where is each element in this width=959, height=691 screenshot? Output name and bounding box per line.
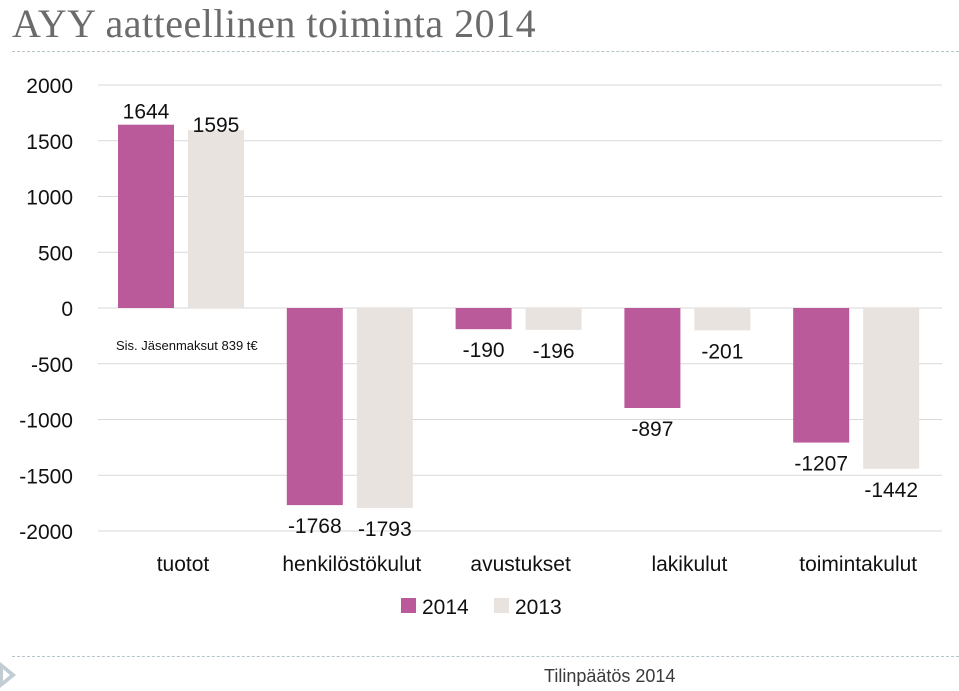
y-tick-label: 2000 (26, 75, 73, 98)
category-label: henkilöstökulut (282, 553, 421, 576)
y-tick-label: -500 (31, 354, 73, 377)
legend: 2014 2013 (401, 596, 562, 619)
bar-2013-toimintakulut (863, 308, 920, 469)
y-tick-label: -2000 (19, 521, 73, 544)
data-label: 1595 (193, 114, 240, 137)
bar-2013-avustukset (525, 308, 582, 330)
legend-label-2014: 2014 (422, 596, 469, 619)
data-label: -897 (631, 418, 673, 441)
data-label: 1644 (123, 101, 170, 124)
y-tick-label: 1500 (26, 131, 73, 154)
category-label: lakikulut (651, 553, 727, 576)
footer-divider (12, 656, 959, 657)
legend-swatch-2013 (494, 598, 509, 613)
category-label: toimintakulut (799, 553, 917, 576)
data-label: -1793 (358, 518, 412, 541)
bars (118, 124, 920, 508)
y-tick-label: 1000 (26, 187, 73, 210)
legend-swatch-2014 (401, 598, 416, 613)
y-axis-ticks: 2000 1500 1000 500 0 -500 -1000 -1500 -2000 (19, 75, 73, 544)
y-tick-label: -1500 (19, 465, 73, 488)
category-label: avustukset (470, 553, 571, 576)
data-label: -1207 (794, 453, 848, 476)
bar-2014-henkilöstökulut (286, 308, 343, 506)
y-tick-label: 500 (38, 242, 73, 265)
y-tick-label: -1000 (19, 410, 73, 433)
data-label: -196 (533, 340, 575, 363)
bar-2013-lakikulut (694, 308, 751, 331)
data-label: -1442 (864, 479, 918, 502)
data-label: -201 (701, 340, 743, 363)
category-label: tuotot (157, 553, 210, 576)
footer-text: Tilinpäätös 2014 (544, 666, 676, 686)
y-tick-label: 0 (61, 298, 73, 321)
data-labels: 1644 1595 -1768 -1793 -190 -196 -897 -201 -1207-… (123, 101, 918, 541)
bar-2014-tuotot (118, 124, 174, 308)
data-label: -190 (463, 339, 505, 362)
bar-2014-toimintakulut (793, 308, 850, 443)
legend-label-2013: 2013 (515, 596, 562, 619)
title-divider (12, 51, 959, 52)
bar-2013-henkilöstökulut (356, 308, 413, 508)
bar-2014-avustukset (455, 308, 512, 330)
annotation-member-fees: Sis. Jäsenmaksut 839 t€ (116, 338, 258, 353)
data-label: -1768 (288, 515, 342, 538)
category-labels: tuotot henkilöstökulut avustukset lakikulut… (157, 553, 918, 576)
page-title: AYY aatteellinen toiminta 2014 (12, 1, 537, 46)
play-icon (0, 662, 16, 688)
bar-2013-tuotot (188, 130, 244, 308)
bar-2014-lakikulut (624, 308, 681, 409)
